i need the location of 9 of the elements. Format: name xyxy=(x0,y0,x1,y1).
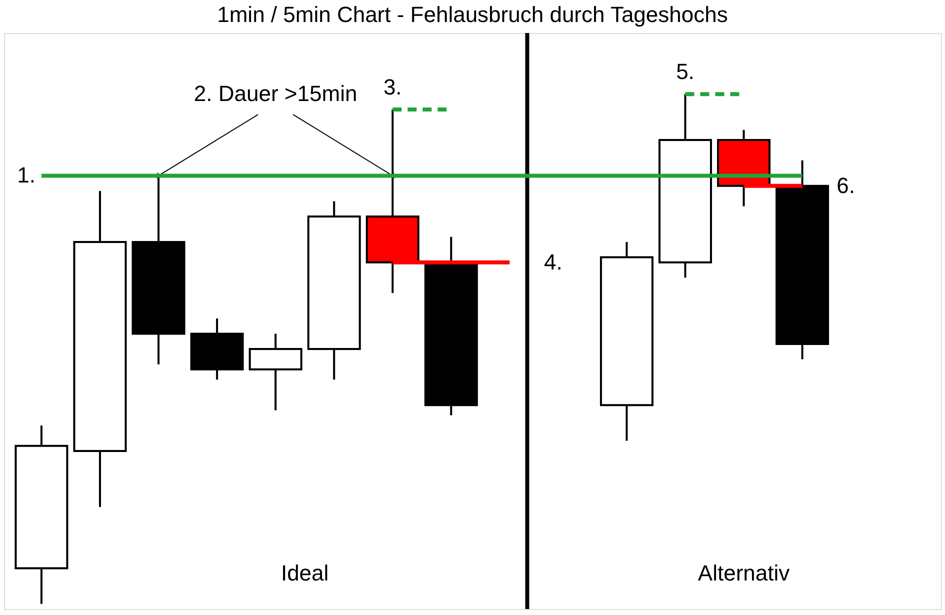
series-label: 5. xyxy=(676,59,694,84)
chart-title: 1min / 5min Chart - Fehlausbruch durch Tageshochs xyxy=(217,2,728,27)
series-label: 3. xyxy=(383,74,402,100)
series-label: 6. xyxy=(836,172,855,198)
annotation: Alternativ xyxy=(698,560,790,586)
series-label: 1. xyxy=(17,162,36,188)
series-label: 4. xyxy=(544,249,562,274)
annotation: Ideal xyxy=(280,560,329,586)
annotation: 2. Dauer >15min xyxy=(194,81,358,106)
